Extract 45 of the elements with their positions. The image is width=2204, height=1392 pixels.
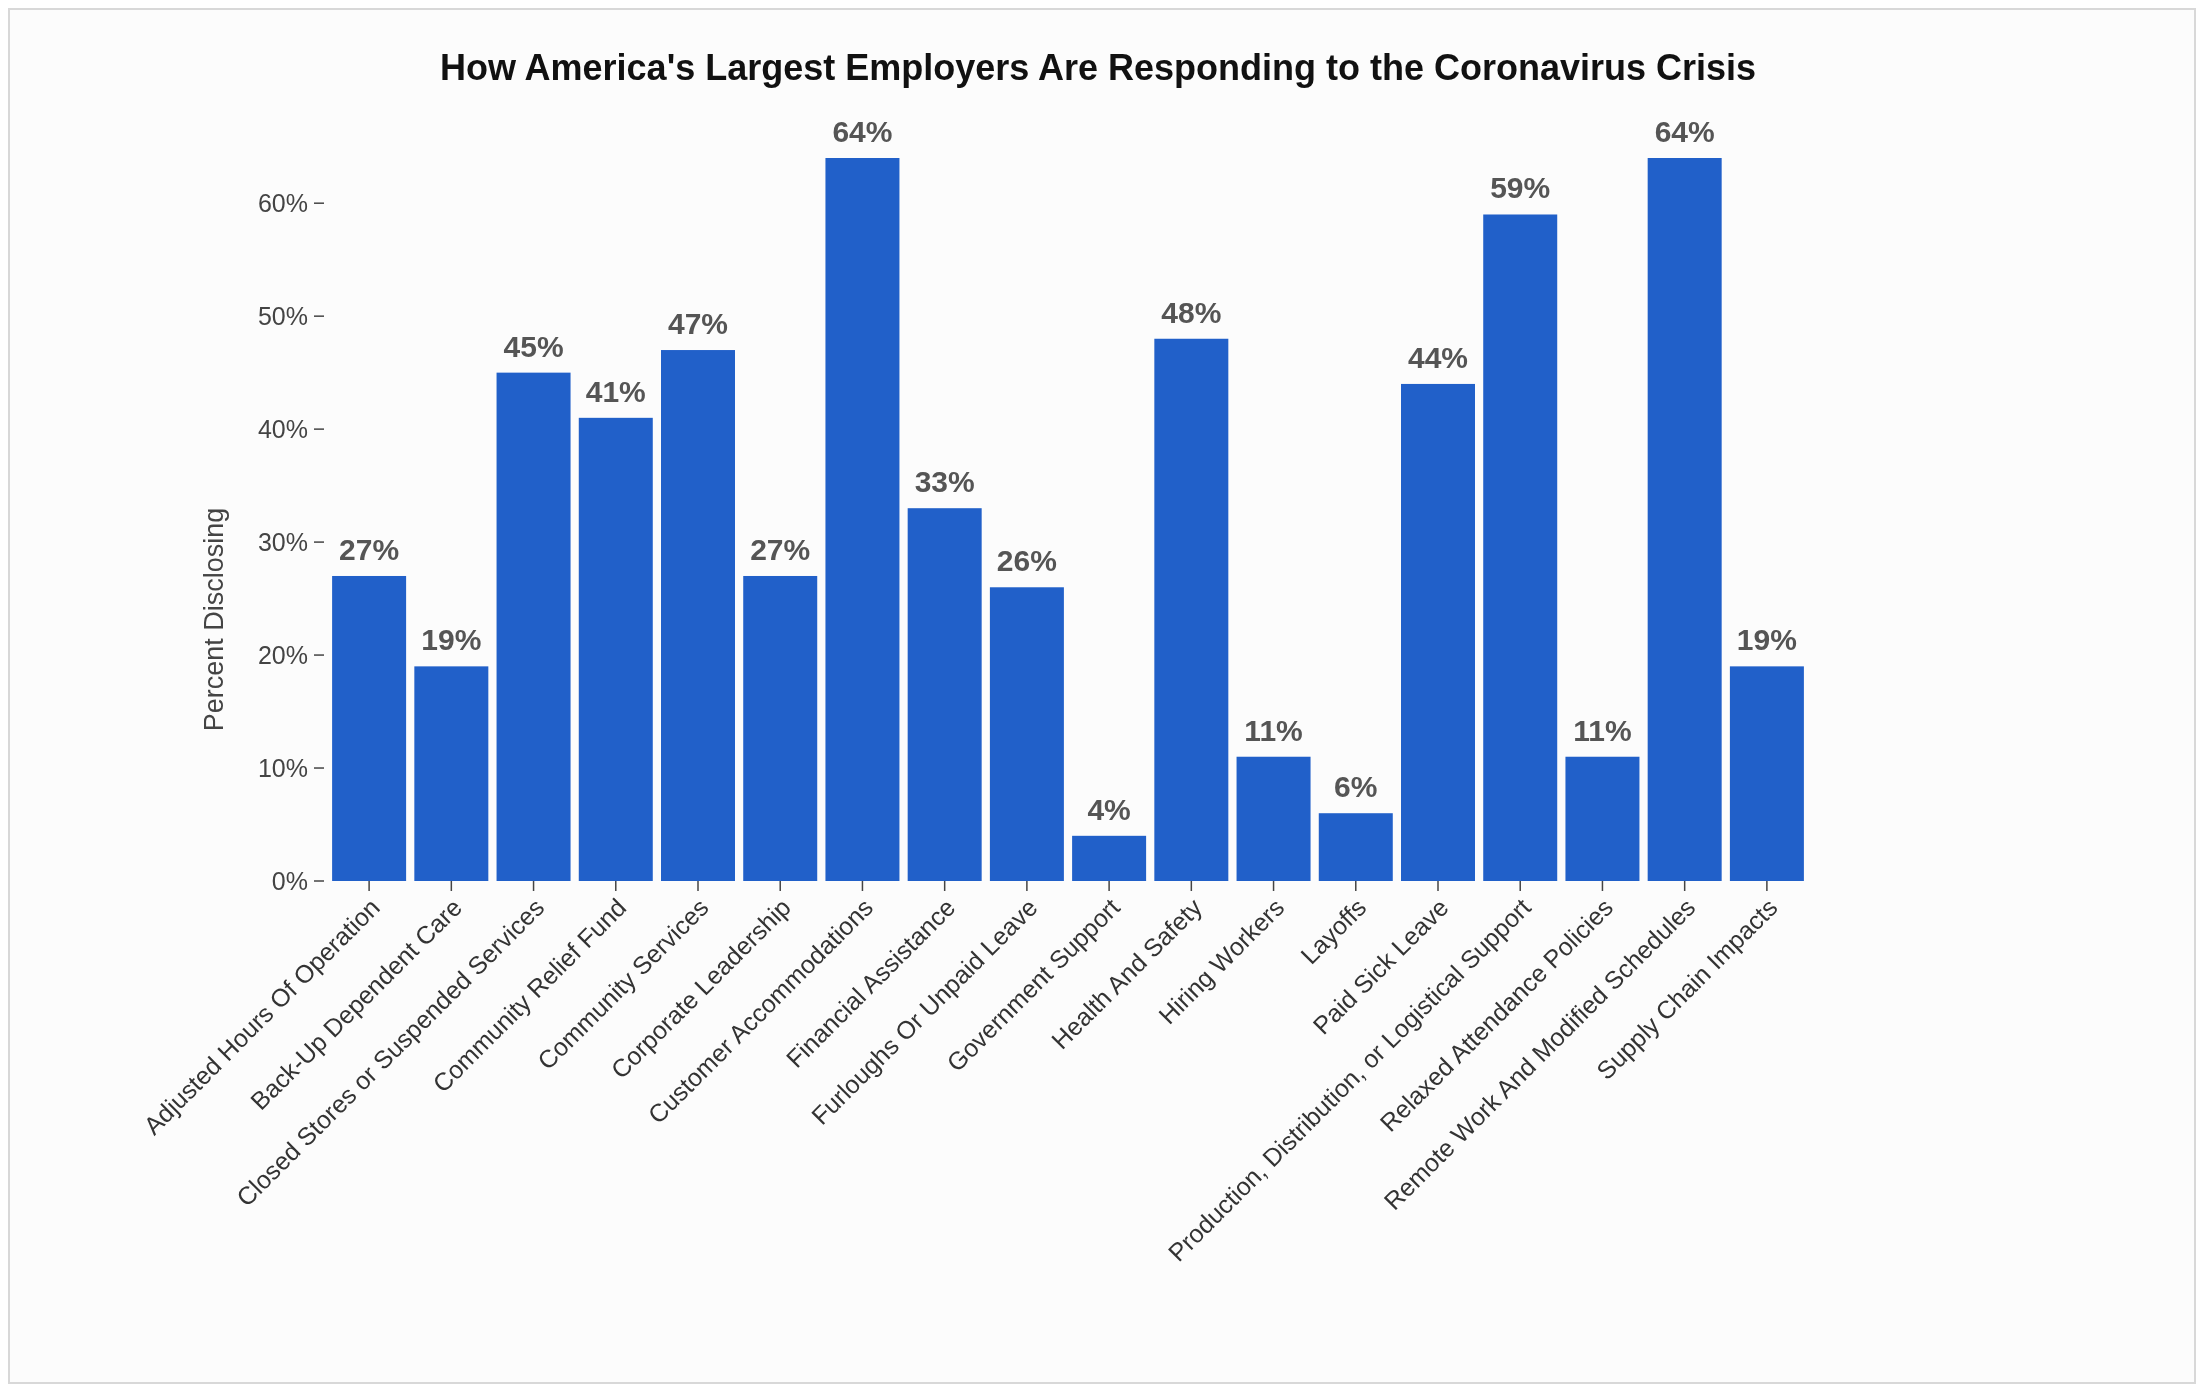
data-label: 19%	[421, 623, 482, 657]
bar	[989, 587, 1064, 881]
data-label: 27%	[339, 532, 400, 566]
y-tick-label: 20%	[257, 640, 308, 669]
data-label: 44%	[1407, 340, 1469, 374]
y-tick-label: 60%	[257, 188, 308, 217]
y-tick-label: 50%	[257, 301, 308, 330]
data-label: 45%	[503, 329, 564, 363]
data-label: 47%	[667, 307, 729, 341]
bar	[1318, 813, 1393, 881]
data-label: 64%	[832, 115, 893, 148]
data-label: 4%	[1087, 792, 1131, 826]
bar	[1483, 214, 1558, 881]
bar	[578, 417, 653, 881]
bar	[332, 575, 407, 881]
data-label: 26%	[996, 544, 1057, 578]
bar	[1565, 756, 1640, 881]
bar	[1154, 338, 1229, 881]
bar	[1729, 666, 1804, 881]
y-tick-label: 0%	[271, 866, 308, 895]
bar	[1647, 158, 1722, 881]
bar	[1236, 756, 1311, 881]
data-label: 33%	[914, 465, 975, 499]
chart-title: How America's Largest Employers Are Responding to the Coronavirus Crisis	[439, 47, 1757, 88]
bar	[743, 575, 818, 881]
y-tick-label: 40%	[257, 414, 308, 443]
y-tick-label: 10%	[257, 753, 308, 782]
bar	[907, 508, 982, 881]
bar	[496, 372, 571, 881]
bar	[661, 350, 735, 881]
bar	[825, 158, 900, 881]
data-label: 64%	[1654, 115, 1715, 148]
data-label: 19%	[1736, 623, 1797, 657]
data-label: 41%	[585, 374, 646, 408]
data-label: 6%	[1334, 770, 1378, 804]
data-label: 48%	[1161, 295, 1222, 329]
bar	[1072, 835, 1147, 881]
data-label: 59%	[1490, 171, 1551, 205]
bar	[1401, 383, 1475, 881]
data-label: 11%	[1573, 713, 1632, 747]
data-label: 27%	[750, 532, 811, 566]
data-label: 11%	[1244, 713, 1303, 747]
bar	[414, 666, 489, 881]
y-axis-title: Percent Disclosing	[199, 507, 229, 732]
y-tick-label: 30%	[257, 527, 308, 556]
